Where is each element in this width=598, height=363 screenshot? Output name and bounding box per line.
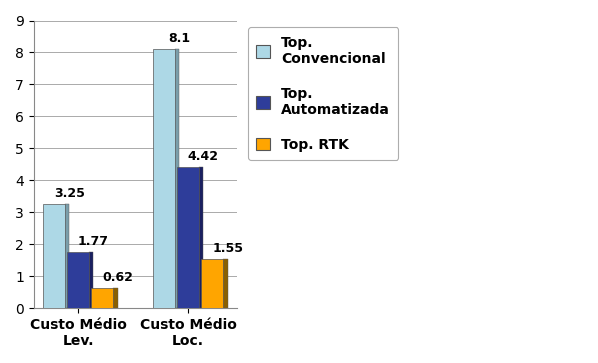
Text: 4.42: 4.42 (188, 150, 219, 163)
Bar (67, 252, 89, 308)
Bar (175, 49, 179, 308)
Text: 8.1: 8.1 (168, 32, 190, 45)
Legend: Top.
Convencional, Top.
Automatizada, Top. RTK: Top. Convencional, Top. Automatizada, To… (248, 28, 398, 160)
Text: 1.77: 1.77 (78, 235, 109, 248)
Text: 0.62: 0.62 (102, 272, 133, 285)
Bar (199, 167, 203, 308)
Bar (153, 49, 175, 308)
Bar (43, 204, 65, 308)
Bar (223, 258, 228, 308)
Bar (113, 288, 118, 308)
Bar (201, 258, 223, 308)
Text: 3.25: 3.25 (54, 187, 85, 200)
Bar (89, 252, 93, 308)
Bar (65, 204, 69, 308)
Bar (177, 167, 199, 308)
Bar (91, 288, 113, 308)
Text: 1.55: 1.55 (212, 242, 243, 255)
